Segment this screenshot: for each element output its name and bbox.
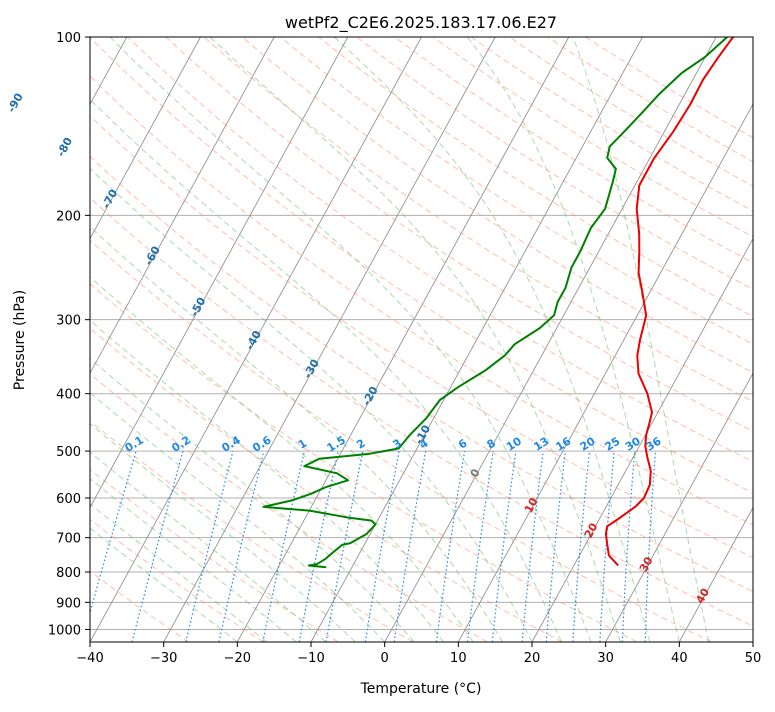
y-tick-label: 500 bbox=[56, 445, 81, 460]
x-tick-label: 30 bbox=[597, 651, 614, 666]
isotherm-line bbox=[753, 37, 775, 642]
y-axis-label: Pressure (hPa) bbox=[12, 290, 28, 390]
x-tick-label: 40 bbox=[671, 651, 688, 666]
y-tick-label: 300 bbox=[56, 314, 81, 329]
x-tick-label: 50 bbox=[745, 651, 762, 666]
plot-background bbox=[90, 37, 753, 642]
y-tick-label: 700 bbox=[56, 532, 81, 547]
y-tick-label: 400 bbox=[56, 388, 81, 403]
y-tick-label: 1000 bbox=[48, 623, 81, 638]
isotherm-label: -90 bbox=[5, 91, 26, 115]
x-tick-label: −40 bbox=[76, 651, 103, 666]
x-tick-label: 0 bbox=[381, 651, 389, 666]
x-axis-label: Temperature (°C) bbox=[360, 681, 482, 697]
y-tick-label: 600 bbox=[56, 492, 81, 507]
x-tick-label: −10 bbox=[297, 651, 324, 666]
x-tick-label: −30 bbox=[150, 651, 177, 666]
isotherm-label: -80 bbox=[54, 135, 75, 159]
x-tick-label: −20 bbox=[224, 651, 251, 666]
y-tick-label: 200 bbox=[56, 209, 81, 224]
y-tick-label: 800 bbox=[56, 566, 81, 581]
chart-title: wetPf2_C2E6.2025.183.17.06.E27 bbox=[285, 13, 557, 33]
y-tick-label: 100 bbox=[56, 31, 81, 46]
y-tick-label: 900 bbox=[56, 596, 81, 611]
x-tick-label: 10 bbox=[450, 651, 467, 666]
x-tick-label: 20 bbox=[524, 651, 541, 666]
